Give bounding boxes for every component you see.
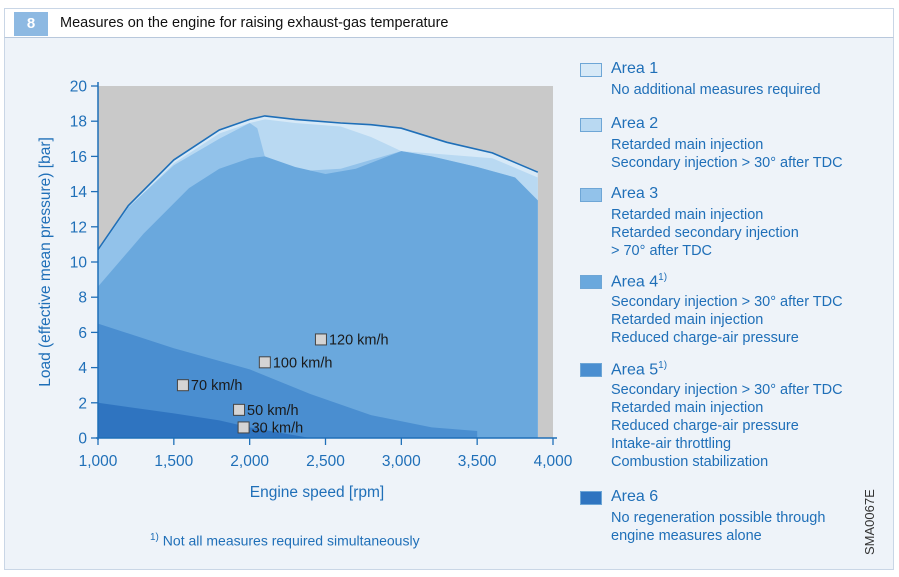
legend-description-line: No regeneration possible through — [611, 510, 826, 526]
y-tick-label: 16 — [70, 149, 87, 166]
area-5-region — [98, 323, 478, 438]
legend-name: Area 2 — [611, 115, 658, 133]
y-tick-label: 0 — [78, 431, 87, 448]
y-tick-label: 2 — [78, 395, 87, 412]
footnote-text: Not all measures required simultaneously — [162, 532, 420, 549]
x-tick-label: 3,500 — [458, 453, 497, 470]
y-tick-label: 18 — [70, 114, 87, 131]
x-tick-label: 1,000 — [79, 453, 118, 470]
speed-label: 30 km/h — [252, 420, 304, 436]
x-tick-label: 4,000 — [534, 453, 573, 470]
y-tick-label: 12 — [70, 219, 87, 236]
legend-description-line: > 70° after TDC — [611, 243, 713, 259]
legend-description-line: Retarded main injection — [611, 207, 764, 223]
legend-description-line: No additional measures required — [611, 82, 821, 98]
speed-label: 120 km/h — [329, 332, 389, 348]
legend-description-line: Retarded main injection — [611, 312, 764, 328]
legend-description-line: Combustion stabilization — [611, 454, 769, 470]
legend-swatch — [580, 363, 602, 377]
x-tick-label: 2,500 — [306, 453, 345, 470]
x-axis-title: Engine speed [rpm] — [250, 484, 384, 501]
annotations-layer: 120 km/h 100 km/h 70 km/h50 km/h30 km/h — [176, 332, 389, 436]
legend-description-line: Reduced charge-air pressure — [611, 330, 799, 346]
y-tick-label: 4 — [78, 360, 87, 377]
legend-description-line: Retarded main injection — [611, 400, 764, 416]
title-bar — [4, 8, 894, 38]
y-tick-label: 8 — [78, 290, 87, 307]
legend-description-line: Secondary injection > 30° after TDC — [611, 294, 843, 310]
legend-description-line: Reduced charge-air pressure — [611, 418, 799, 434]
legend-name-text: Area 4 — [611, 273, 659, 291]
speed-marker — [233, 403, 246, 416]
y-tick-label: 6 — [78, 325, 87, 342]
legend-name-text: Area 3 — [611, 185, 659, 202]
legend-description-line: Secondary injection > 30° after TDC — [611, 382, 843, 398]
full-load-curve — [97, 115, 539, 251]
legend-name: Area 41) — [611, 272, 667, 291]
image-code: SMA0067E — [862, 489, 877, 555]
legend-footnote-mark: 1) — [658, 360, 668, 371]
legend-name-text: Area 5 — [611, 361, 659, 379]
axes-layer: 0 2 4 6 8 10 12 14 16 18 20 1,000 1,500 2,000 2,500 3,0… — [70, 79, 573, 471]
footnote: 1) Not all measures required simultaneou… — [150, 532, 420, 549]
x-tick-label: 2,000 — [230, 453, 269, 470]
footnote-mark: 1) — [150, 532, 159, 543]
legend-name-text: Area 2 — [611, 115, 659, 132]
speed-marker — [314, 333, 327, 346]
legend-name: Area 3 — [611, 185, 658, 203]
legend-name: Area 6 — [611, 488, 658, 506]
speed-label: 100 km/h — [273, 355, 333, 371]
legend-name-text: Area 6 — [611, 488, 659, 505]
legend-swatch — [580, 63, 602, 77]
figure-number: 8 — [14, 12, 48, 36]
y-tick-label: 14 — [70, 184, 88, 201]
legend-swatch — [580, 118, 602, 132]
legend-description-line: Secondary injection > 30° after TDC — [611, 155, 843, 171]
speed-marker — [176, 379, 189, 392]
y-tick-label: 10 — [70, 255, 88, 272]
speed-label: 70 km/h — [191, 378, 243, 394]
legend-swatch — [580, 491, 602, 505]
legend-swatch — [580, 188, 602, 202]
areas-layer — [97, 86, 553, 439]
legend-description-line: engine measures alone — [611, 528, 762, 544]
legend-footnote-mark: 1) — [658, 272, 668, 283]
figure-title: Measures on the engine for raising exhau… — [60, 15, 449, 31]
x-tick-label: 3,000 — [382, 453, 421, 470]
legend-name-text: Area 1 — [611, 60, 659, 77]
speed-marker — [258, 356, 271, 369]
x-tick-label: 1,500 — [154, 453, 193, 470]
legend-description-line: Retarded main injection — [611, 137, 764, 153]
speed-marker — [237, 421, 250, 434]
y-axis-title: Load (effective mean pressure) [bar] — [37, 137, 54, 387]
legend-name: Area 1 — [611, 60, 658, 78]
y-tick-label: 20 — [70, 79, 88, 96]
legend-description-line: Intake-air throttling — [611, 436, 732, 452]
area-6-region — [98, 402, 311, 438]
speed-label: 50 km/h — [247, 403, 299, 419]
legend-swatch — [580, 275, 602, 289]
legend-name: Area 51) — [611, 360, 667, 379]
legend-description-line: Retarded secondary injection — [611, 225, 799, 241]
